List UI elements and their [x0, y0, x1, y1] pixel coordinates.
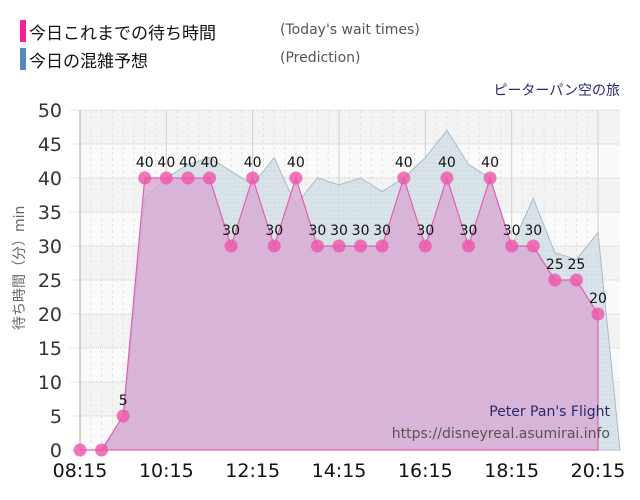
svg-text:15: 15 — [38, 338, 62, 360]
svg-text:40: 40 — [136, 155, 154, 171]
today-points — [73, 171, 605, 457]
svg-text:25: 25 — [568, 257, 586, 273]
svg-text:0: 0 — [50, 440, 62, 462]
svg-text:20: 20 — [589, 291, 607, 307]
svg-text:10: 10 — [38, 372, 62, 394]
svg-text:20:15: 20:15 — [571, 460, 626, 482]
y-axis: 0 5 10 15 20 25 30 35 40 45 50 — [38, 100, 62, 462]
svg-text:18:15: 18:15 — [484, 460, 539, 482]
svg-text:40: 40 — [244, 155, 262, 171]
ride-title-jp: ピーターパン空の旅 — [493, 83, 620, 99]
svg-text:40: 40 — [201, 155, 219, 171]
svg-text:30: 30 — [265, 223, 283, 239]
legend-prediction-label-jp: 今日の混雑予想 — [29, 51, 148, 72]
svg-text:16:15: 16:15 — [398, 460, 453, 482]
svg-text:5: 5 — [50, 406, 62, 428]
svg-text:45: 45 — [38, 134, 62, 156]
svg-text:30: 30 — [503, 223, 521, 239]
svg-text:30: 30 — [460, 223, 478, 239]
legend-today-label-en: (Today's wait times) — [280, 22, 420, 38]
svg-text:30: 30 — [524, 223, 542, 239]
svg-text:30: 30 — [222, 223, 240, 239]
svg-text:40: 40 — [438, 155, 456, 171]
svg-text:08:15: 08:15 — [53, 460, 108, 482]
svg-text:30: 30 — [38, 236, 62, 258]
ride-title-en: Peter Pan's Flight — [489, 404, 610, 420]
svg-text:25: 25 — [38, 270, 62, 292]
svg-text:30: 30 — [416, 223, 434, 239]
svg-text:14:15: 14:15 — [312, 460, 367, 482]
y-axis-title: 待ち時間（分）min — [12, 206, 28, 330]
svg-text:30: 30 — [373, 223, 391, 239]
svg-text:10:15: 10:15 — [139, 460, 194, 482]
svg-text:30: 30 — [352, 223, 370, 239]
svg-text:40: 40 — [157, 155, 175, 171]
legend-prediction: 今日の混雑予想 (Prediction) — [20, 48, 360, 72]
svg-text:5: 5 — [119, 393, 128, 409]
svg-text:40: 40 — [481, 155, 499, 171]
svg-text:40: 40 — [395, 155, 413, 171]
svg-text:35: 35 — [38, 202, 62, 224]
svg-text:12:15: 12:15 — [225, 460, 280, 482]
legend-prediction-swatch — [20, 48, 26, 70]
svg-text:20: 20 — [38, 304, 62, 326]
legend-today: 今日これまでの待ち時間 (Today's wait times) — [20, 20, 420, 44]
svg-text:40: 40 — [179, 155, 197, 171]
x-axis: 08:15 10:15 12:15 14:15 16:15 18:15 20:15 — [53, 460, 626, 482]
svg-text:25: 25 — [546, 257, 564, 273]
svg-text:40: 40 — [38, 168, 62, 190]
svg-text:30: 30 — [309, 223, 327, 239]
legend-today-label-jp: 今日これまでの待ち時間 — [29, 23, 216, 44]
legend-today-swatch — [20, 20, 26, 42]
svg-text:40: 40 — [287, 155, 305, 171]
legend-prediction-label-en: (Prediction) — [280, 50, 361, 66]
svg-text:50: 50 — [38, 100, 62, 122]
svg-text:30: 30 — [330, 223, 348, 239]
source-url: https://disneyreal.asumirai.info — [391, 426, 610, 442]
